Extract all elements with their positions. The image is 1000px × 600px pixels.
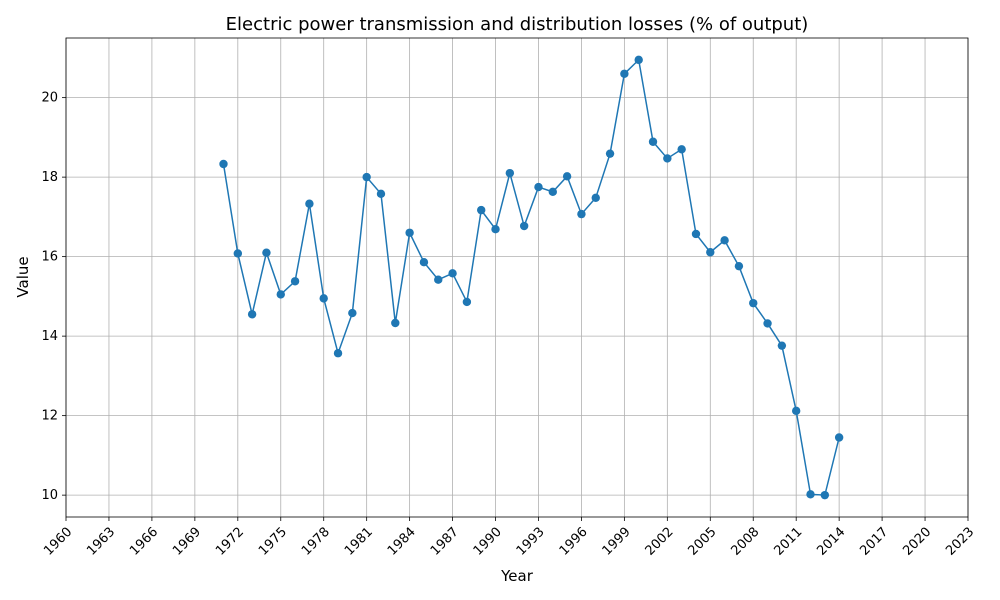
- data-point: [462, 297, 472, 307]
- data-point: [548, 187, 557, 197]
- x-axis-ticks: 1960 1963 1966 1969 1972 1975 1978 1981 1984 1987…: [41, 517, 977, 559]
- data-point: [820, 490, 830, 500]
- x-tick-label: 1972: [213, 525, 247, 559]
- data-point: [276, 290, 285, 299]
- plot-frame: [65, 37, 969, 518]
- data-point: [749, 298, 758, 308]
- data-point: [605, 149, 615, 158]
- chart-title: Electric power transmission and distribu…: [226, 14, 809, 35]
- data-point: [634, 55, 643, 65]
- y-tick-label: 20: [41, 91, 58, 106]
- x-tick-label: 1975: [256, 525, 290, 559]
- x-axis-label: Year: [500, 567, 534, 585]
- series: [219, 55, 844, 500]
- x-tick-label: 1969: [170, 525, 204, 559]
- data-point: [519, 221, 529, 231]
- x-tick-label: 1963: [84, 525, 118, 559]
- data-point: [734, 261, 744, 271]
- y-tick-label: 12: [41, 409, 58, 424]
- x-tick-label: 1984: [385, 525, 419, 559]
- y-axis-ticks: 10 12 14 16 18 20: [41, 91, 66, 503]
- x-tick-label: 1996: [557, 525, 591, 559]
- data-point: [591, 193, 600, 202]
- data-point: [434, 275, 443, 284]
- x-tick-label: 1960: [41, 525, 75, 559]
- x-tick-label: 2014: [814, 525, 848, 559]
- data-point: [262, 248, 271, 257]
- x-tick-label: 1966: [127, 525, 161, 559]
- data-point: [777, 341, 787, 350]
- data-point: [290, 277, 300, 286]
- data-point: [663, 154, 672, 163]
- data-point: [333, 349, 343, 358]
- data-point: [233, 249, 243, 258]
- data-point: [677, 145, 686, 154]
- data-point: [562, 172, 572, 181]
- data-point: [477, 205, 486, 215]
- data-point: [247, 310, 257, 319]
- data-point: [319, 294, 328, 303]
- data-point: [362, 172, 371, 182]
- y-tick-label: 16: [41, 250, 58, 265]
- x-tick-label: 2005: [686, 525, 720, 559]
- data-point: [834, 433, 844, 442]
- x-tick-label: 2002: [643, 525, 677, 559]
- x-tick-label: 1978: [299, 525, 333, 559]
- data-point: [505, 168, 515, 178]
- data-point: [305, 199, 314, 208]
- x-tick-label: 1999: [600, 525, 634, 559]
- data-point: [376, 189, 386, 199]
- data-points: [219, 55, 844, 500]
- x-tick-label: 2008: [728, 525, 762, 559]
- series-line: [222, 58, 840, 496]
- x-tick-label: 1993: [514, 525, 548, 559]
- data-point: [720, 236, 729, 245]
- data-point: [534, 182, 543, 192]
- x-tick-label: 2017: [857, 525, 891, 559]
- x-tick-label: 2020: [900, 525, 934, 559]
- data-point: [405, 228, 414, 237]
- data-point: [806, 490, 815, 499]
- x-tick-label: 2023: [943, 525, 977, 559]
- y-tick-label: 14: [41, 329, 58, 344]
- y-tick-label: 18: [41, 170, 58, 185]
- data-point: [577, 209, 586, 219]
- data-point: [348, 308, 357, 318]
- y-tick-label: 10: [41, 488, 58, 503]
- data-point: [691, 229, 701, 239]
- data-point: [391, 318, 400, 328]
- x-tick-label: 1987: [428, 525, 462, 559]
- data-point: [791, 406, 801, 416]
- grid: [65, 38, 969, 517]
- data-point: [620, 69, 629, 78]
- data-point: [648, 137, 658, 146]
- data-point: [419, 258, 429, 267]
- x-tick-label: 1981: [342, 525, 376, 559]
- y-axis-label: Value: [14, 256, 32, 297]
- x-tick-label: 1990: [471, 525, 505, 559]
- data-point: [706, 248, 715, 257]
- data-point: [491, 225, 500, 234]
- data-point: [219, 159, 228, 169]
- x-tick-label: 2011: [771, 525, 805, 559]
- data-point: [448, 269, 457, 278]
- data-point: [763, 319, 772, 328]
